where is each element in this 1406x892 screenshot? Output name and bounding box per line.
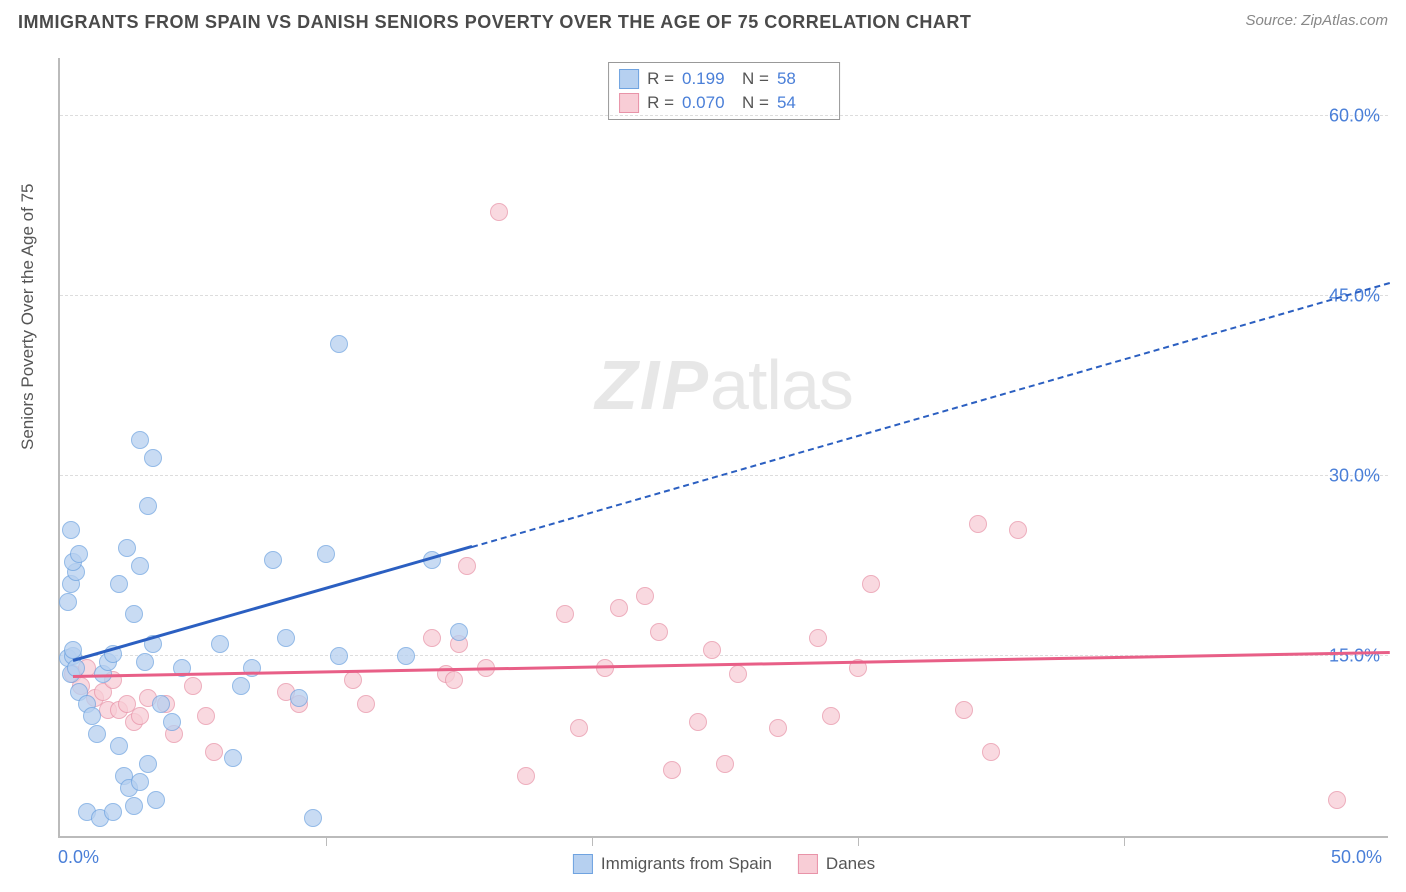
swatch-pink: [619, 93, 639, 113]
data-point-spain: [144, 449, 162, 467]
data-point-spain: [264, 551, 282, 569]
data-point-spain: [450, 623, 468, 641]
legend-row-pink: R = 0.070 N = 54: [619, 91, 829, 115]
data-point-spain: [125, 605, 143, 623]
data-point-danes: [197, 707, 215, 725]
data-point-spain: [277, 629, 295, 647]
y-tick-label: 15.0%: [1329, 646, 1380, 667]
data-point-spain: [136, 653, 154, 671]
data-point-danes: [517, 767, 535, 785]
data-point-danes: [822, 707, 840, 725]
legend-correlation: R = 0.199 N = 58 R = 0.070 N = 54: [608, 62, 840, 120]
data-point-spain: [131, 773, 149, 791]
y-axis-label: Seniors Poverty Over the Age of 75: [18, 184, 38, 450]
data-point-danes: [636, 587, 654, 605]
data-point-danes: [423, 629, 441, 647]
legend-item-danes: Danes: [798, 854, 875, 874]
data-point-spain: [139, 755, 157, 773]
data-point-spain: [118, 539, 136, 557]
data-point-danes: [1009, 521, 1027, 539]
legend-row-blue: R = 0.199 N = 58: [619, 67, 829, 91]
x-tick: [592, 836, 593, 846]
chart-title: IMMIGRANTS FROM SPAIN VS DANISH SENIORS …: [18, 12, 971, 33]
x-tick: [1124, 836, 1125, 846]
data-point-spain: [139, 497, 157, 515]
data-point-danes: [663, 761, 681, 779]
data-point-spain: [152, 695, 170, 713]
data-point-spain: [304, 809, 322, 827]
data-point-danes: [458, 557, 476, 575]
swatch-blue: [573, 854, 593, 874]
data-point-spain: [131, 557, 149, 575]
x-tick: [326, 836, 327, 846]
data-point-spain: [59, 593, 77, 611]
data-point-danes: [769, 719, 787, 737]
swatch-blue: [619, 69, 639, 89]
gridline: [60, 295, 1388, 296]
x-tick: [858, 836, 859, 846]
data-point-spain: [330, 647, 348, 665]
data-point-spain: [163, 713, 181, 731]
data-point-danes: [809, 629, 827, 647]
data-point-danes: [570, 719, 588, 737]
data-point-spain: [110, 737, 128, 755]
data-point-danes: [205, 743, 223, 761]
data-point-danes: [955, 701, 973, 719]
legend-item-spain: Immigrants from Spain: [573, 854, 772, 874]
data-point-danes: [184, 677, 202, 695]
data-point-spain: [88, 725, 106, 743]
swatch-pink: [798, 854, 818, 874]
watermark: ZIPatlas: [595, 345, 853, 425]
data-point-spain: [224, 749, 242, 767]
x-tick-label: 0.0%: [58, 847, 99, 868]
data-point-danes: [729, 665, 747, 683]
y-tick-label: 60.0%: [1329, 106, 1380, 127]
data-point-danes: [344, 671, 362, 689]
data-point-danes: [969, 515, 987, 533]
data-point-danes: [357, 695, 375, 713]
legend-series: Immigrants from Spain Danes: [573, 854, 875, 874]
data-point-spain: [330, 335, 348, 353]
data-point-spain: [70, 545, 88, 563]
data-point-spain: [317, 545, 335, 563]
data-point-danes: [650, 623, 668, 641]
x-tick-label: 50.0%: [1331, 847, 1382, 868]
data-point-spain: [232, 677, 250, 695]
data-point-danes: [1328, 791, 1346, 809]
data-point-spain: [397, 647, 415, 665]
source-label: Source: ZipAtlas.com: [1245, 12, 1388, 29]
data-point-danes: [445, 671, 463, 689]
data-point-spain: [104, 803, 122, 821]
data-point-spain: [147, 791, 165, 809]
data-point-danes: [703, 641, 721, 659]
data-point-danes: [490, 203, 508, 221]
data-point-danes: [131, 707, 149, 725]
gridline: [60, 115, 1388, 116]
data-point-danes: [556, 605, 574, 623]
y-tick-label: 30.0%: [1329, 466, 1380, 487]
data-point-spain: [125, 797, 143, 815]
data-point-spain: [211, 635, 229, 653]
data-point-spain: [290, 689, 308, 707]
data-point-danes: [689, 713, 707, 731]
data-point-danes: [982, 743, 1000, 761]
data-point-danes: [716, 755, 734, 773]
data-point-spain: [62, 521, 80, 539]
trend-line-spain-dashed: [472, 282, 1390, 548]
data-point-spain: [110, 575, 128, 593]
scatter-chart: ZIPatlas R = 0.199 N = 58 R = 0.070 N = …: [58, 58, 1388, 838]
data-point-spain: [83, 707, 101, 725]
data-point-danes: [610, 599, 628, 617]
data-point-spain: [131, 431, 149, 449]
data-point-danes: [862, 575, 880, 593]
